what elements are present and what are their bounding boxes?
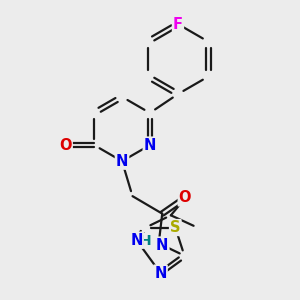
Text: N: N [156, 238, 168, 253]
Text: H: H [140, 234, 151, 248]
Text: N: N [116, 154, 128, 169]
Text: N: N [144, 138, 156, 153]
Text: O: O [179, 190, 191, 206]
Text: O: O [59, 138, 72, 153]
Text: N: N [154, 266, 167, 280]
Text: N: N [130, 232, 143, 247]
Text: F: F [173, 16, 183, 32]
Text: S: S [170, 220, 181, 235]
